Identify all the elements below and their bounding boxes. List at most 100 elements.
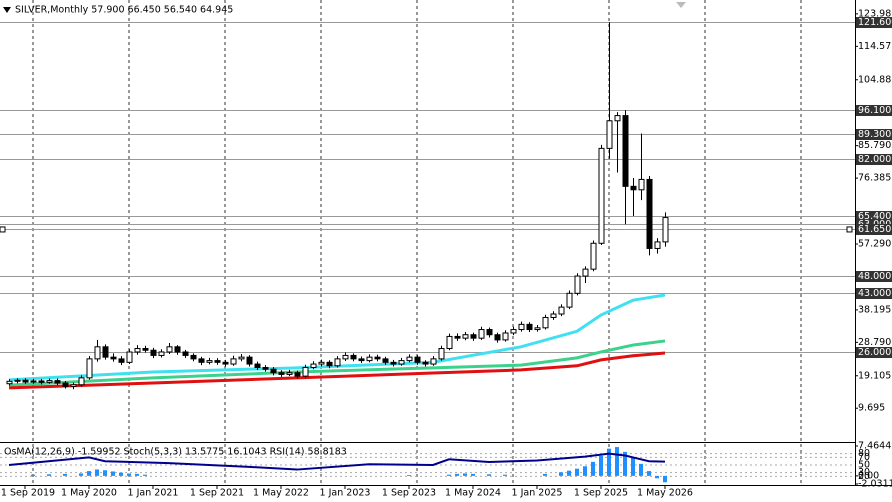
osma-bar bbox=[31, 474, 35, 476]
candle-body bbox=[86, 358, 93, 379]
candle-body bbox=[190, 354, 197, 360]
candle-body bbox=[374, 356, 381, 360]
y-tick-label: 28.790 bbox=[858, 337, 891, 348]
y-tick-label: 19.105 bbox=[858, 370, 891, 381]
y2-tick-label: 7.46445 bbox=[858, 441, 892, 452]
level-box bbox=[856, 154, 892, 165]
y2-tick-label: -2.03114 bbox=[858, 479, 892, 490]
x-tick-label: 1 May 2022 bbox=[253, 488, 309, 499]
osma-bar bbox=[447, 474, 451, 476]
y-tick-label: 85.790 bbox=[858, 140, 891, 151]
candle-body bbox=[606, 120, 613, 149]
candle-body bbox=[534, 327, 541, 331]
candle-body bbox=[142, 348, 149, 351]
candle-body bbox=[46, 380, 53, 383]
candle-body bbox=[166, 346, 173, 353]
indicator-title: OsMA(12,26,9) -1.59952 Stoch(5,3,3) 13.5… bbox=[4, 447, 347, 458]
candle-body bbox=[566, 292, 573, 308]
osma-bar bbox=[639, 463, 643, 476]
menu-icon[interactable] bbox=[3, 7, 11, 13]
osma-bar bbox=[407, 475, 411, 476]
candle-body bbox=[366, 356, 373, 362]
candle-body bbox=[542, 316, 549, 329]
candle-body bbox=[118, 358, 125, 363]
x-tick-label: 1 Sep 2021 bbox=[190, 488, 244, 499]
candle-body bbox=[518, 323, 525, 331]
candle-body bbox=[150, 349, 157, 356]
osma-bar bbox=[615, 447, 619, 476]
candle-body bbox=[38, 380, 45, 383]
level-label: 65.400 bbox=[858, 211, 891, 222]
candle-body bbox=[382, 358, 389, 363]
osma-bar bbox=[607, 448, 611, 476]
candle-body bbox=[470, 334, 477, 339]
candle-body bbox=[478, 329, 485, 339]
osma-bar bbox=[95, 469, 99, 476]
candle-body bbox=[462, 334, 469, 339]
candle-body bbox=[246, 356, 253, 365]
candle-body bbox=[238, 356, 245, 360]
candle-body bbox=[206, 360, 213, 363]
candle-body bbox=[614, 115, 621, 122]
candle-body bbox=[454, 335, 461, 339]
candle-body bbox=[270, 368, 277, 374]
shift-marker[interactable] bbox=[676, 2, 686, 8]
x-tick-label: 1 Jan 2021 bbox=[128, 488, 179, 499]
candle-body bbox=[30, 380, 37, 383]
candle-body bbox=[286, 372, 293, 375]
candle-body bbox=[342, 354, 349, 360]
osma-bar bbox=[663, 475, 667, 483]
level-label: 121.600 bbox=[858, 17, 892, 28]
candle-body bbox=[638, 178, 645, 191]
candle-body bbox=[302, 367, 309, 377]
osma-bar bbox=[543, 473, 547, 476]
candle-body bbox=[422, 361, 429, 365]
osma-bar bbox=[575, 468, 579, 476]
level-box bbox=[856, 288, 892, 299]
osma-bar bbox=[119, 472, 123, 476]
candle-body bbox=[654, 241, 661, 249]
candle-body bbox=[510, 329, 517, 334]
candle-body bbox=[414, 356, 421, 363]
candle-body bbox=[574, 275, 581, 294]
candle-body bbox=[22, 379, 29, 383]
osma-bar bbox=[79, 473, 83, 476]
selection-handle bbox=[0, 226, 6, 233]
candle-body bbox=[294, 372, 301, 377]
level-box bbox=[856, 105, 892, 116]
level-box bbox=[856, 17, 892, 28]
osma-bar bbox=[47, 474, 51, 476]
osma-bar bbox=[655, 475, 659, 479]
y-tick-label: 20 bbox=[858, 471, 870, 482]
rsi-line bbox=[8, 452, 666, 471]
candle-body bbox=[350, 354, 357, 360]
osma-bar bbox=[87, 471, 91, 476]
candle-body bbox=[222, 361, 229, 365]
y-tick-label: 123.980 bbox=[858, 8, 892, 19]
candle-body bbox=[358, 358, 365, 362]
candle-body bbox=[590, 242, 597, 270]
y-tick-label: 76.385 bbox=[858, 173, 891, 184]
candle-body bbox=[214, 360, 221, 363]
candle-body bbox=[406, 356, 413, 362]
moving-average bbox=[8, 351, 666, 390]
candle-body bbox=[502, 332, 509, 341]
candle-body bbox=[318, 361, 325, 365]
candle-body bbox=[622, 115, 629, 187]
candle-body bbox=[94, 346, 101, 360]
osma-bar bbox=[567, 470, 571, 476]
candle-body bbox=[254, 363, 261, 368]
osma-bar bbox=[455, 473, 459, 476]
candle-body bbox=[70, 384, 77, 387]
level-box bbox=[856, 129, 892, 140]
x-tick-label: 1 Sep 2025 bbox=[574, 488, 628, 499]
candle-body bbox=[582, 268, 589, 277]
candle-body bbox=[158, 351, 165, 356]
y2-tick-label: 0.00 bbox=[858, 470, 879, 481]
candle-body bbox=[14, 379, 21, 382]
level-box bbox=[856, 347, 892, 358]
osma-bar bbox=[647, 471, 651, 476]
level-label: 43.000 bbox=[858, 288, 891, 299]
candle-body bbox=[662, 217, 669, 243]
